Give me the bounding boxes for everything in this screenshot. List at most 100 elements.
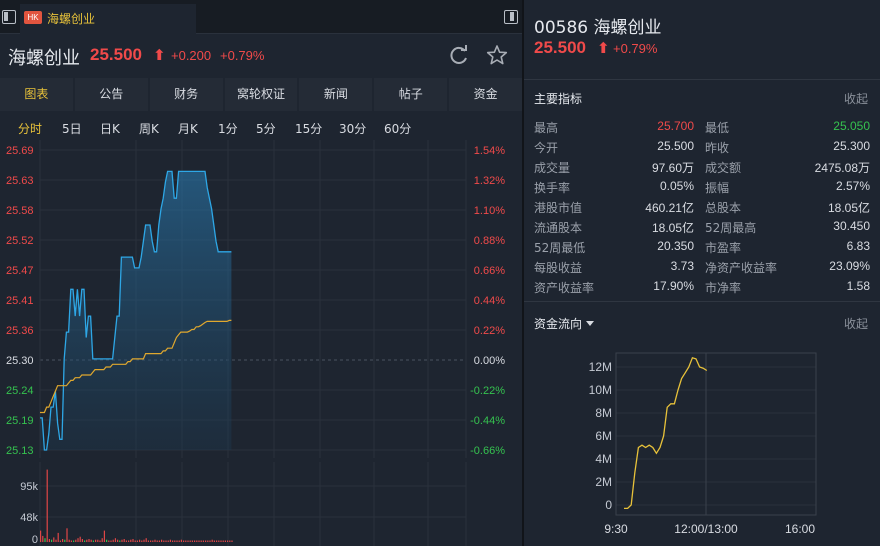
metric-value: 6.83 xyxy=(846,239,870,253)
volume-bar xyxy=(180,539,182,542)
volume-chart: 95k 48k 0 xyxy=(20,462,467,546)
panel-divider[interactable] xyxy=(522,0,524,546)
metric-row: 港股市值 460.21亿 总股本 18.05亿 xyxy=(534,197,870,217)
volume-bar xyxy=(121,539,123,542)
volume-bar xyxy=(106,539,108,542)
metric-value: 25.050 xyxy=(833,119,870,133)
volume-bar xyxy=(207,540,209,542)
volume-bar xyxy=(79,536,81,542)
period-option[interactable]: 周K xyxy=(139,122,159,136)
metric-row: 换手率 0.05% 振幅 2.57% xyxy=(534,177,870,197)
volume-bar xyxy=(110,540,112,542)
period-option[interactable]: 5日 xyxy=(62,122,82,136)
fund-flow-title[interactable]: 资金流向 xyxy=(534,315,595,332)
up-arrow-icon: ⬆ xyxy=(153,46,166,64)
volume-bar xyxy=(165,540,167,542)
volume-bar xyxy=(224,540,226,542)
volume-bar xyxy=(40,530,42,542)
pct-axis-label: 1.54% xyxy=(474,145,505,157)
pct-axis-label: 1.32% xyxy=(474,175,505,187)
chart-panel: HK 海螺创业 海螺创业 25.500 ⬆ +0.200 +0.79% 图表 公告… xyxy=(0,0,523,546)
flow-axis-label: 8M xyxy=(595,406,612,420)
volume-bar xyxy=(44,538,46,542)
flow-time-label: 9:30 xyxy=(604,522,628,536)
period-option[interactable]: 月K xyxy=(178,122,198,136)
volume-bar xyxy=(194,540,196,542)
pct-axis-label: -0.44% xyxy=(470,415,505,427)
price-axis-label: 25.69 xyxy=(6,145,34,157)
metric-label: 市净率 xyxy=(705,281,742,295)
volume-bar xyxy=(183,540,185,542)
stock-price: 25.500 xyxy=(90,45,142,64)
period-selector: 分时 5日 日K 周K 月K 1分 5分 15分 30分 60分 xyxy=(0,116,522,140)
period-option[interactable]: 15分 xyxy=(295,122,323,136)
chevron-down-icon xyxy=(586,321,595,326)
panel-toggle-icon[interactable] xyxy=(504,10,518,24)
flow-frame xyxy=(615,352,817,516)
metric-value: 30.450 xyxy=(833,219,870,233)
metric-value: 3.73 xyxy=(670,259,694,273)
volume-bar xyxy=(139,539,141,542)
metric-value: 2475.08万 xyxy=(814,161,870,175)
intraday-chart[interactable]: 25.69 25.63 25.58 25.52 25.47 25.41 25.36 25.30… xyxy=(0,140,522,458)
flow-time-label: 16:00 xyxy=(785,522,815,536)
volume-bar xyxy=(90,539,92,542)
volume-bar xyxy=(95,539,97,542)
sidebar-toggle-icon[interactable] xyxy=(2,10,16,24)
tab-bar: HK 海螺创业 xyxy=(0,0,522,34)
nav-tab[interactable]: 资金 xyxy=(449,78,523,111)
price-axis-label: 25.19 xyxy=(6,415,34,427)
volume-bar xyxy=(77,538,79,542)
volume-bar xyxy=(136,540,138,542)
volume-bar xyxy=(55,539,57,542)
metric-value: 25.300 xyxy=(833,139,870,153)
volume-bar xyxy=(97,539,99,542)
favorite-star-icon[interactable] xyxy=(486,44,508,66)
volume-bar xyxy=(229,540,231,542)
nav-tab[interactable]: 财务 xyxy=(149,78,223,111)
fund-flow-chart: 12M 10M 8M 6M 4M 2M 0 9:30 12:00/13:00 16:00 xyxy=(589,352,817,536)
metric-row: 资产收益率 17.90% 市净率 1.58 xyxy=(534,277,870,297)
volume-bar xyxy=(154,539,156,542)
nav-tab[interactable]: 窝轮权证 xyxy=(224,78,298,111)
volume-bar xyxy=(161,539,163,542)
volume-bar xyxy=(167,540,169,542)
period-option[interactable]: 日K xyxy=(100,122,120,136)
volume-bar xyxy=(73,540,75,542)
period-option[interactable]: 60分 xyxy=(384,122,412,136)
up-arrow-icon: ⬆ xyxy=(597,39,610,57)
volume-bar xyxy=(220,540,222,542)
flow-axis-label: 12M xyxy=(589,360,612,374)
refresh-icon[interactable] xyxy=(448,44,470,66)
volume-bar xyxy=(202,540,204,542)
nav-tab[interactable]: 公告 xyxy=(74,78,148,111)
flow-collapse-button[interactable]: 收起 xyxy=(843,317,868,331)
metric-label: 52周最低 xyxy=(534,241,586,255)
metric-row: 52周最低 20.350 市盈率 6.83 xyxy=(534,237,870,257)
volume-bar xyxy=(145,538,147,542)
volume-bar xyxy=(59,540,61,542)
volume-bar xyxy=(156,540,158,542)
metric-label: 港股市值 xyxy=(534,201,583,215)
tab-stock[interactable]: HK 海螺创业 xyxy=(20,4,196,34)
period-option[interactable]: 5分 xyxy=(256,122,276,136)
price-axis-label: 25.36 xyxy=(6,325,34,337)
flow-axis-label: 0 xyxy=(605,498,612,512)
volume-bar xyxy=(130,539,132,542)
metrics-collapse-button[interactable]: 收起 xyxy=(843,92,868,106)
nav-tab[interactable]: 新闻 xyxy=(299,78,373,111)
period-option[interactable]: 1分 xyxy=(218,122,238,136)
metric-value: 0.05% xyxy=(659,179,694,193)
tab-title: 海螺创业 xyxy=(47,12,96,26)
volume-bar xyxy=(176,540,178,542)
period-option[interactable]: 30分 xyxy=(339,122,367,136)
metric-value: 1.58 xyxy=(846,279,870,293)
volume-bar xyxy=(81,539,83,542)
price-axis-label: 25.13 xyxy=(6,445,34,457)
period-option[interactable]: 分时 xyxy=(18,122,43,136)
metric-label: 成交额 xyxy=(705,161,742,175)
nav-tab[interactable]: 图表 xyxy=(0,78,73,111)
volume-bar xyxy=(178,540,180,542)
flow-axis-label: 6M xyxy=(595,429,612,443)
nav-tab[interactable]: 帖子 xyxy=(374,78,448,111)
